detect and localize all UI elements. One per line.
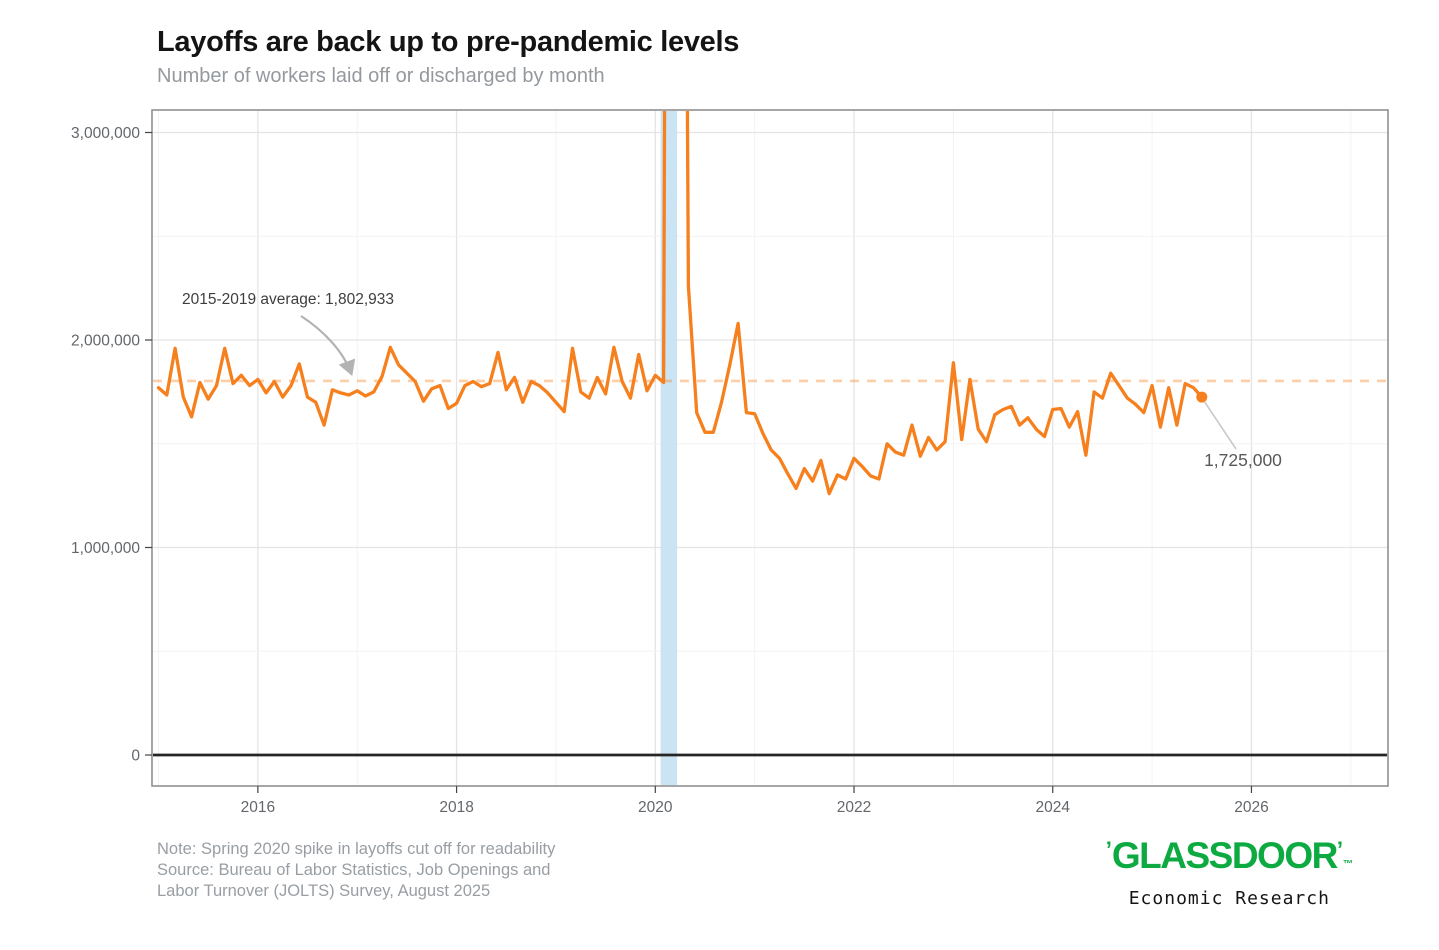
last-point-dot — [1196, 391, 1208, 403]
source-line-2: Labor Turnover (JOLTS) Survey, August 20… — [157, 882, 491, 900]
note-source-block: Note: Spring 2020 spike in layoffs cut o… — [157, 839, 555, 902]
y-tick-label: 1,000,000 — [71, 540, 140, 557]
plot-border — [151, 109, 1389, 787]
annotation-marks — [300, 315, 1237, 450]
layoffs-series-line — [156, 111, 1204, 496]
last-point-leader-line — [1204, 401, 1237, 450]
trademark-icon: ™ — [1343, 859, 1353, 871]
x-tick-label: 2022 — [837, 799, 871, 816]
average-annotation-label: 2015-2019 average: 1,802,933 — [182, 291, 395, 308]
logo-word: GLASSDOOR — [1111, 835, 1338, 877]
logo-subtext: Economic Research — [1128, 888, 1330, 910]
last-point-label: 1,725,000 — [1204, 450, 1282, 470]
chart-subtitle: Number of workers laid off or discharged… — [157, 65, 605, 87]
annotation-arrow — [300, 315, 356, 376]
y-tick-label: 3,000,000 — [71, 125, 140, 142]
chart-title: Layoffs are back up to pre-pandemic leve… — [157, 26, 740, 58]
logo-close-quote-icon: ’ — [1336, 837, 1343, 862]
glassdoor-wordmark: ’GLASSDOOR’™ — [1106, 830, 1353, 885]
logo-open-quote-icon: ’ — [1105, 837, 1112, 862]
layoffs-line — [156, 111, 1204, 496]
glassdoor-logo: ’GLASSDOOR’™ Economic Research — [1106, 830, 1353, 910]
x-tick-label: 2018 — [439, 799, 473, 816]
x-tick-label: 2024 — [1035, 799, 1070, 816]
x-tick-label: 2020 — [638, 799, 673, 816]
note-line: Note: Spring 2020 spike in layoffs cut o… — [157, 840, 556, 858]
x-tick-label: 2016 — [241, 799, 275, 816]
y-tick-label: 2,000,000 — [71, 333, 140, 350]
plot-border-rect — [151, 109, 1389, 787]
axis-ticks-and-labels: 3,000,000 2,000,000 1,000,000 0 2016 2018 2020… — [71, 125, 1269, 816]
source-line-1: Source: Bureau of Labor Statistics, Job … — [157, 861, 551, 879]
x-tick-label: 2026 — [1234, 799, 1268, 816]
y-tick-label: 0 — [131, 748, 140, 765]
